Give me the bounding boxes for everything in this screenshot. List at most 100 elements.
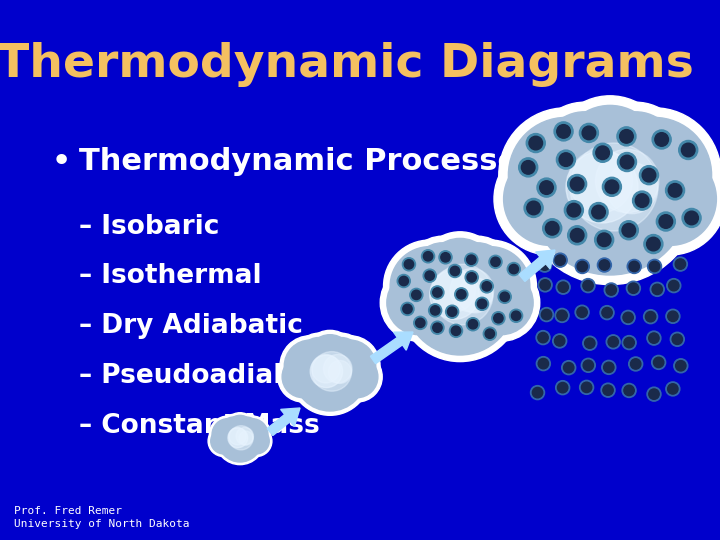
Circle shape: [551, 96, 669, 214]
Circle shape: [442, 236, 513, 307]
Circle shape: [620, 155, 634, 169]
Circle shape: [312, 352, 351, 391]
Circle shape: [606, 335, 620, 349]
Circle shape: [539, 260, 550, 271]
Circle shape: [282, 356, 324, 397]
Circle shape: [323, 354, 352, 383]
Circle shape: [649, 389, 660, 400]
Circle shape: [587, 108, 720, 242]
Circle shape: [675, 259, 685, 269]
Circle shape: [233, 416, 271, 453]
Circle shape: [553, 334, 567, 348]
Circle shape: [224, 413, 256, 446]
Circle shape: [577, 307, 588, 318]
Circle shape: [679, 140, 698, 159]
Circle shape: [324, 340, 376, 392]
Circle shape: [543, 112, 626, 195]
Circle shape: [569, 150, 632, 213]
Circle shape: [668, 184, 682, 197]
Circle shape: [589, 202, 608, 221]
Circle shape: [622, 224, 636, 237]
Circle shape: [624, 153, 716, 245]
Circle shape: [649, 261, 660, 272]
Circle shape: [229, 426, 253, 450]
Circle shape: [555, 308, 569, 322]
Circle shape: [622, 383, 636, 397]
Circle shape: [524, 198, 543, 218]
Circle shape: [450, 266, 459, 275]
Circle shape: [633, 191, 652, 210]
Circle shape: [562, 361, 576, 375]
Circle shape: [529, 136, 543, 150]
Circle shape: [463, 264, 540, 341]
Circle shape: [654, 357, 664, 368]
Circle shape: [310, 355, 343, 388]
Circle shape: [455, 288, 468, 301]
Circle shape: [580, 380, 593, 394]
Circle shape: [538, 359, 549, 369]
Circle shape: [659, 215, 672, 228]
Circle shape: [595, 150, 659, 213]
Circle shape: [222, 417, 244, 440]
Circle shape: [628, 283, 639, 293]
Circle shape: [446, 305, 459, 318]
FancyArrow shape: [519, 250, 555, 281]
Circle shape: [639, 166, 659, 185]
Circle shape: [546, 221, 559, 235]
Circle shape: [332, 352, 382, 402]
Circle shape: [541, 309, 552, 320]
Circle shape: [583, 360, 593, 370]
Circle shape: [423, 252, 433, 261]
Circle shape: [620, 130, 634, 143]
Circle shape: [602, 360, 616, 374]
Circle shape: [431, 306, 440, 315]
Circle shape: [508, 117, 624, 233]
Circle shape: [627, 259, 642, 273]
Circle shape: [538, 278, 552, 292]
Circle shape: [603, 385, 613, 395]
Circle shape: [582, 336, 597, 350]
Circle shape: [449, 265, 462, 278]
Circle shape: [621, 310, 635, 325]
Circle shape: [556, 381, 570, 395]
Circle shape: [575, 305, 589, 319]
Circle shape: [570, 177, 584, 191]
Circle shape: [405, 260, 413, 269]
Circle shape: [467, 255, 476, 265]
Circle shape: [532, 387, 543, 398]
Circle shape: [414, 243, 471, 300]
Circle shape: [582, 126, 595, 140]
Circle shape: [401, 302, 414, 315]
Circle shape: [433, 288, 442, 297]
Circle shape: [538, 258, 552, 272]
FancyArrow shape: [267, 408, 300, 436]
Circle shape: [402, 304, 412, 314]
Circle shape: [233, 415, 261, 443]
Circle shape: [307, 335, 352, 379]
Circle shape: [553, 253, 567, 267]
Circle shape: [323, 338, 360, 375]
Circle shape: [303, 330, 356, 383]
Circle shape: [669, 280, 679, 291]
Circle shape: [444, 240, 536, 333]
Text: Prof. Fred Remer
University of North Dakota: Prof. Fred Remer University of North Dak…: [14, 506, 190, 529]
Circle shape: [328, 361, 351, 383]
Circle shape: [485, 329, 495, 339]
Circle shape: [239, 431, 253, 445]
Circle shape: [596, 117, 711, 233]
Circle shape: [433, 323, 442, 332]
Circle shape: [582, 382, 592, 393]
Circle shape: [458, 278, 492, 313]
Circle shape: [655, 133, 668, 146]
Circle shape: [414, 316, 427, 329]
Text: Thermodynamic Processes?: Thermodynamic Processes?: [79, 147, 554, 177]
Circle shape: [585, 102, 687, 205]
Circle shape: [477, 299, 487, 308]
Circle shape: [482, 282, 492, 291]
Circle shape: [540, 280, 550, 290]
Circle shape: [300, 338, 337, 375]
Circle shape: [449, 324, 462, 338]
Circle shape: [469, 271, 533, 335]
Circle shape: [580, 124, 598, 143]
Circle shape: [624, 338, 634, 348]
